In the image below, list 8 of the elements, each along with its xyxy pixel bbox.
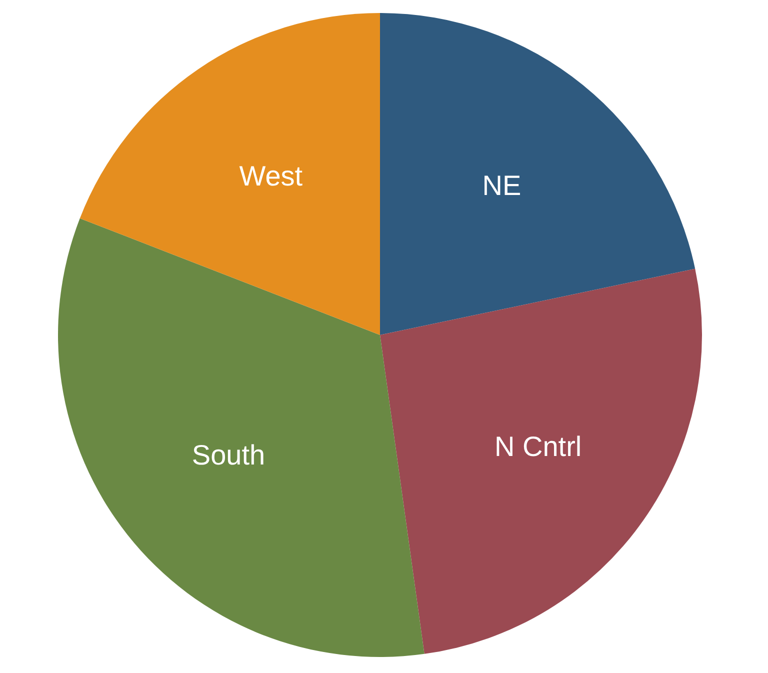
- pie-slice: [380, 268, 702, 654]
- slice-label: NE: [482, 170, 522, 201]
- pie-slice: [80, 13, 380, 335]
- pie-slice: [58, 218, 424, 657]
- slice-label: N Cntrl: [494, 430, 582, 462]
- slice-label: West: [239, 160, 303, 192]
- pie-slice: [380, 13, 696, 335]
- slice-label: South: [192, 440, 266, 471]
